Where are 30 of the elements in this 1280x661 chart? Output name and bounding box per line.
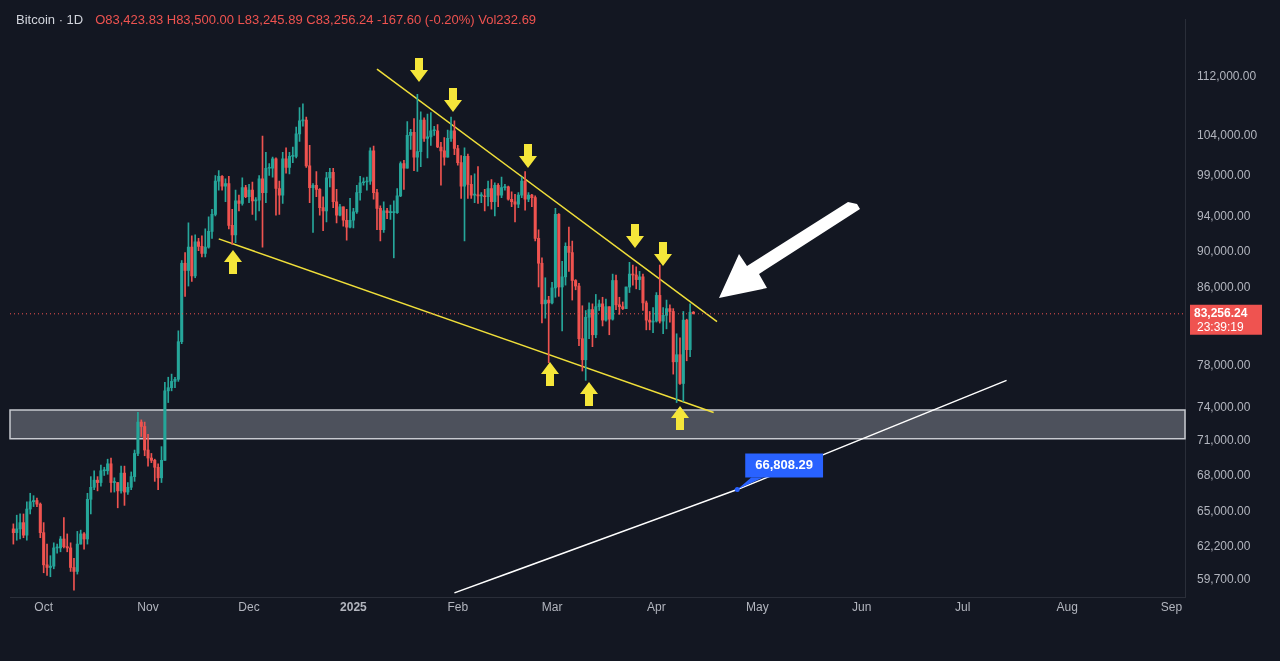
x-tick-label: Sep (1160, 599, 1183, 614)
chart-title: Bitcoin · 1D (16, 11, 84, 27)
x-tick-label: Mar (541, 599, 563, 614)
x-tick-label: Oct (34, 599, 54, 614)
y-tick-label: 90,000.00 (1197, 243, 1251, 258)
y-tick-label: 74,000.00 (1197, 400, 1251, 415)
y-tick-label: 62,200.00 (1197, 538, 1251, 553)
text: 23:39:19 (1197, 320, 1245, 335)
y-tick-label: 65,000.00 (1197, 503, 1251, 518)
x-tick-label: Jul (955, 599, 971, 614)
y-tick-label: 99,000.00 (1197, 167, 1251, 182)
x-tick-label: 2025 (340, 599, 368, 614)
x-tick-label: Jun (852, 599, 872, 614)
y-tick-label: 78,000.00 (1197, 358, 1251, 373)
x-tick-label: Feb (447, 599, 469, 614)
x-tick-label: May (746, 599, 769, 614)
x-tick-label: Apr (647, 599, 666, 614)
x-tick-label: Aug (1056, 599, 1078, 614)
y-tick-label: 104,000.00 (1197, 128, 1258, 143)
y-tick-label: 59,700.00 (1197, 571, 1251, 586)
y-tick-label: 112,000.00 (1197, 69, 1257, 84)
x-tick-label: Dec (238, 599, 260, 614)
annotation: 66,808.29 (755, 457, 814, 473)
y-tick-label: 86,000.00 (1197, 280, 1251, 295)
ref-line-label: 83,256.24 (1194, 306, 1248, 321)
y-tick-label: 68,000.00 (1197, 467, 1251, 482)
x-tick-label: Nov (137, 599, 159, 614)
chart-subtitle: O83,423.83 H83,500.00 L83,245.89 C83,256.24 -167.60 (-0.20%) Vol232.69 (95, 11, 537, 27)
y-tick-label: 94,000.00 (1197, 209, 1251, 224)
y-tick-label: 71,000.00 (1197, 433, 1251, 448)
